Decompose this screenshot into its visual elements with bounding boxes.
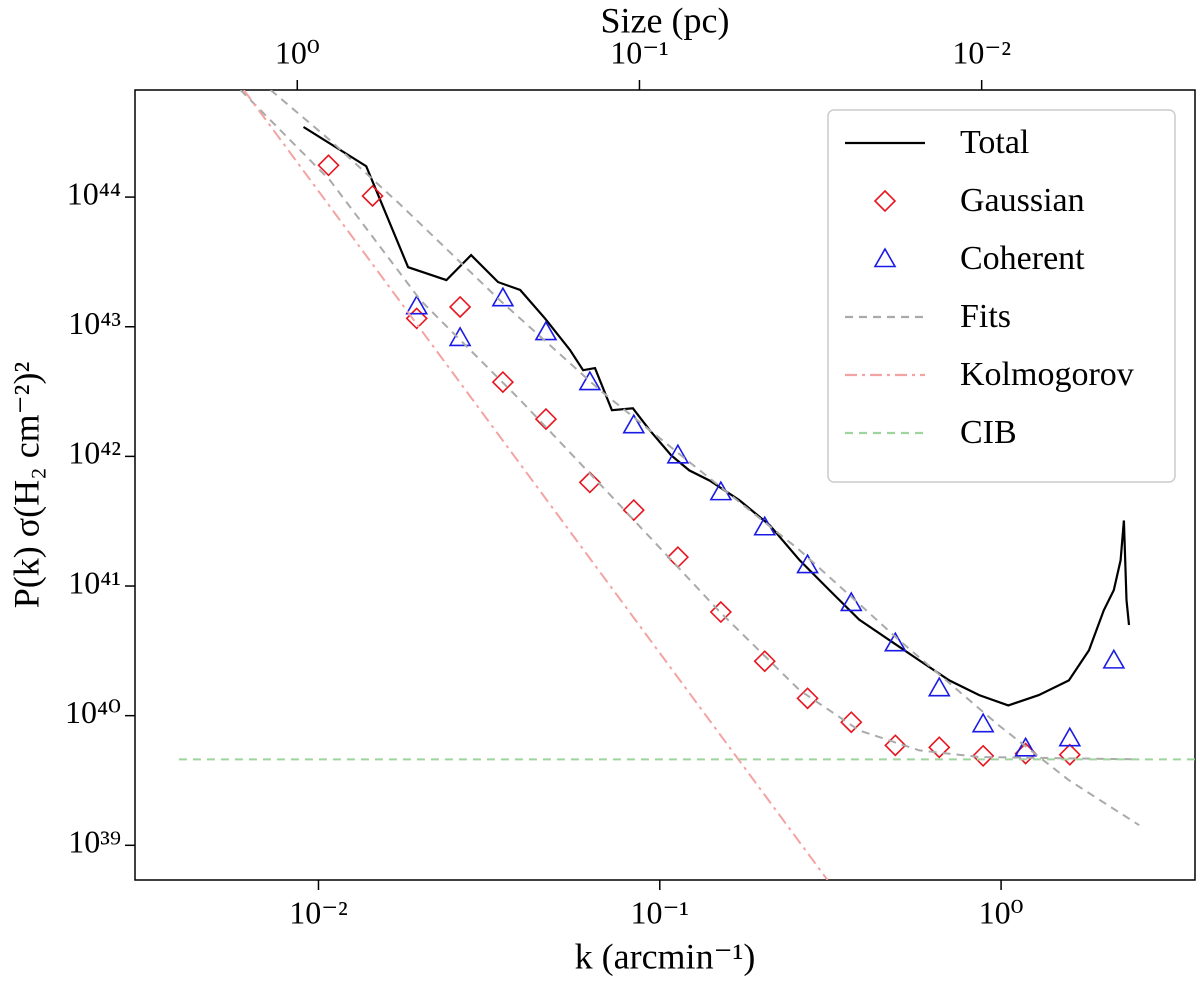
series-marker: [840, 711, 863, 734]
legend: Total Gaussian Coherent Fits Kolmogorov CIB: [827, 109, 1176, 483]
series-marker: [622, 413, 646, 434]
series-line: [242, 90, 829, 880]
legend-box: [827, 109, 1176, 483]
top-tick-label: 10⁰: [275, 34, 320, 70]
series-marker: [448, 295, 472, 319]
legend-label: Gaussian: [960, 182, 1085, 219]
series-marker: [972, 744, 995, 767]
series-line: [302, 126, 1131, 707]
top-axis-label: Size (pc): [601, 0, 730, 40]
series-marker: [578, 471, 602, 494]
series-marker: [578, 370, 602, 391]
series-marker: [448, 326, 472, 347]
series-marker: [622, 498, 645, 522]
y-tick-label: 10⁴⁰: [65, 694, 121, 730]
series-marker: [753, 650, 776, 673]
series-marker: [796, 687, 819, 710]
series-marker: [317, 154, 340, 177]
legend-label: Total: [960, 124, 1029, 161]
legend-swatch: [873, 189, 897, 213]
series-marker: [534, 407, 558, 431]
series-marker: [927, 676, 951, 697]
series-marker: [884, 734, 907, 757]
y-tick-label: 10⁴¹: [68, 564, 121, 600]
series-marker: [1058, 743, 1081, 766]
series-marker: [1102, 648, 1126, 669]
top-tick-label: 10⁻²: [952, 34, 1010, 70]
plot-frame: [134, 89, 1196, 881]
series-marker: [666, 443, 690, 464]
x-tick-label: 10⁰: [979, 894, 1024, 930]
legend-label: Kolmogorov: [960, 356, 1134, 393]
legend-label: CIB: [960, 414, 1017, 451]
legend-swatch: [873, 247, 897, 268]
series-marker: [491, 286, 515, 307]
y-tick-label: 10⁴²: [68, 435, 121, 471]
legend-label: Coherent: [960, 240, 1085, 277]
x-tick-label: 10⁻²: [289, 894, 347, 930]
legend-label: Fits: [960, 298, 1011, 335]
series-marker: [1058, 726, 1082, 747]
x-tick-label: 10⁻¹: [631, 894, 689, 930]
series-marker: [709, 480, 733, 501]
y-axis-label: P(k) σ(H₂ cm⁻²)²: [6, 362, 46, 609]
series-marker: [796, 553, 819, 574]
series-marker: [534, 320, 558, 341]
series-marker: [405, 294, 429, 315]
series-marker: [709, 600, 732, 624]
x-axis-label: k (arcmin⁻¹): [575, 936, 756, 976]
series-marker: [928, 736, 951, 759]
y-tick-label: 10³⁹: [68, 824, 121, 860]
series-marker: [1014, 736, 1037, 757]
series-marker: [839, 591, 863, 612]
series-marker: [491, 370, 515, 394]
y-tick-label: 10⁴⁴: [67, 175, 121, 211]
series-line: [239, 90, 1140, 827]
top-tick-label: 10⁻¹: [610, 34, 668, 70]
y-tick-label: 10⁴³: [68, 305, 121, 341]
series-marker: [666, 546, 690, 569]
series-marker: [361, 184, 384, 208]
series-marker: [971, 712, 995, 733]
series-marker: [883, 631, 907, 652]
plot-area: [178, 90, 1195, 880]
